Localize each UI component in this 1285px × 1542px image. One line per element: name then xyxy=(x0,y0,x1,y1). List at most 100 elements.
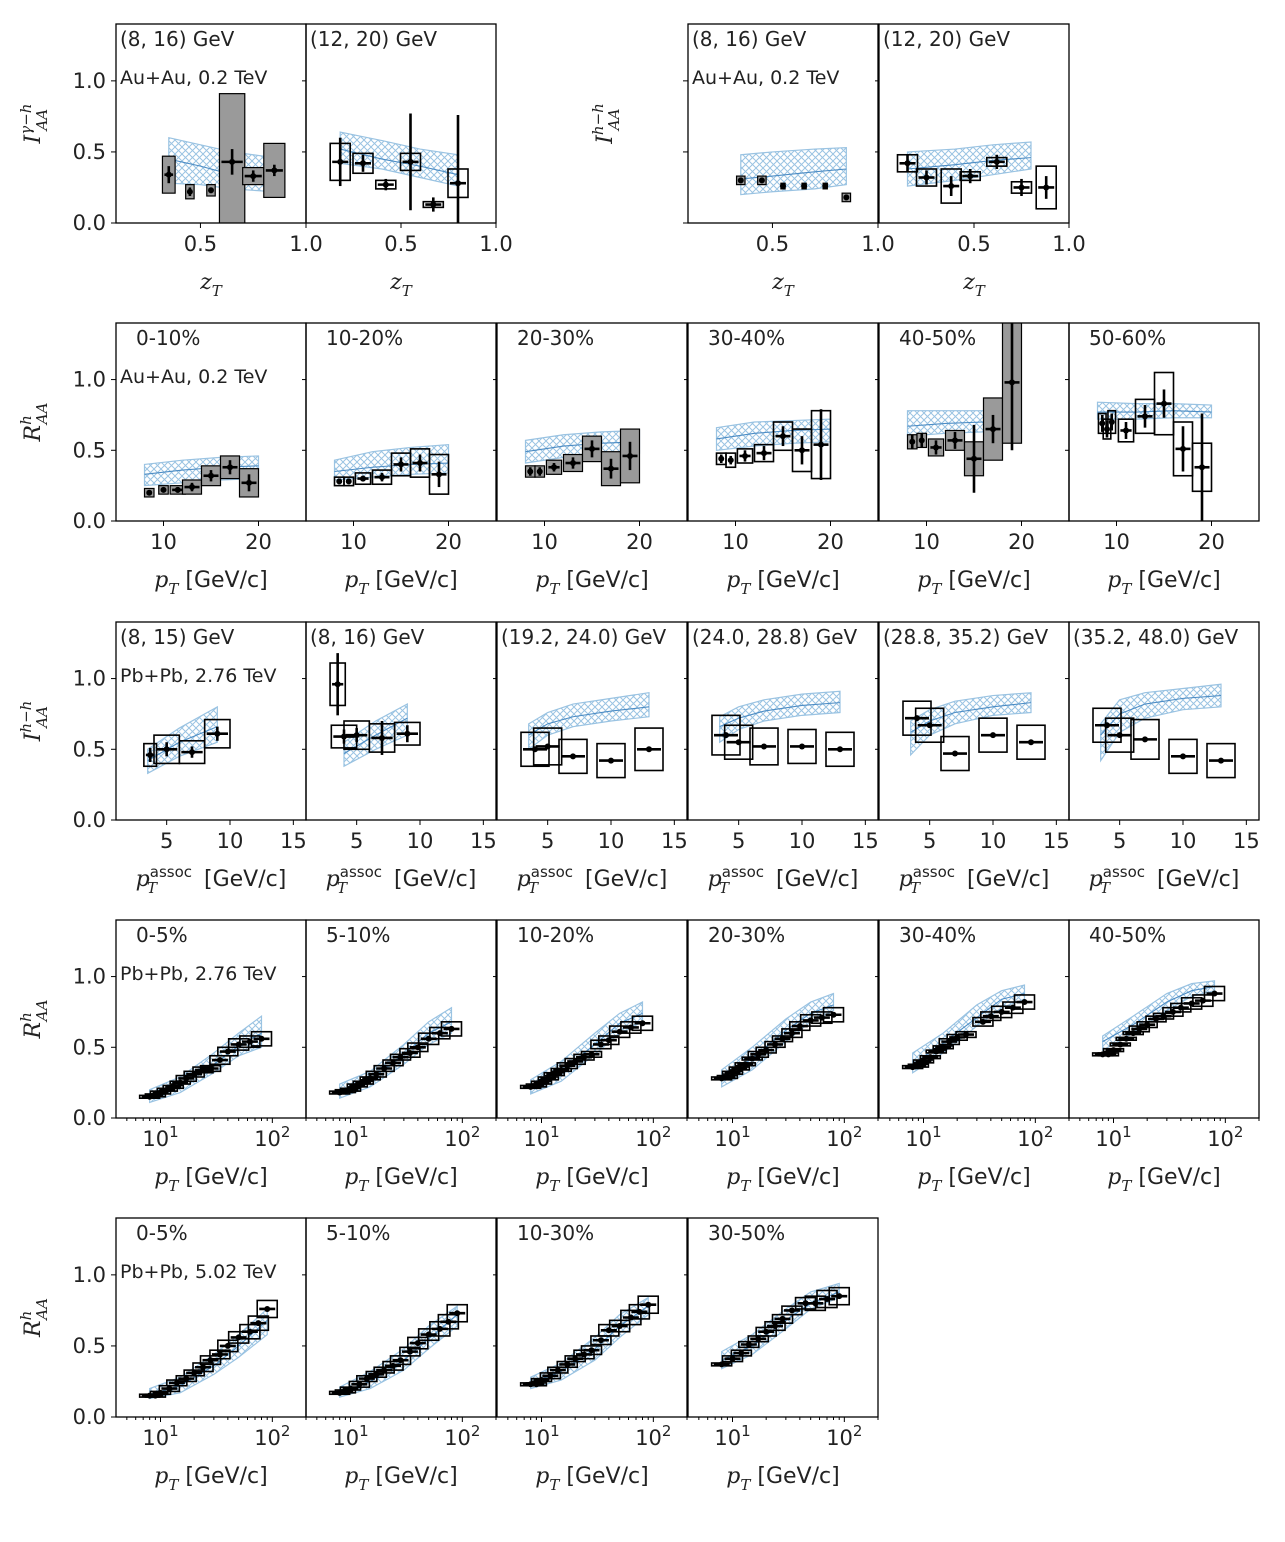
data-point xyxy=(745,1341,752,1348)
data-point xyxy=(588,1347,595,1354)
data-point xyxy=(407,158,414,165)
plot-area xyxy=(902,692,1046,772)
panel-3-1: 101 102 5-10% pT [GeV/c] xyxy=(302,919,497,1195)
data-point xyxy=(608,465,614,472)
x-tick-label: 102 xyxy=(635,1422,671,1450)
theory-line xyxy=(907,157,1032,170)
x-tick-label: 10 xyxy=(598,829,625,853)
panel-frame xyxy=(496,1217,688,1418)
panel-title: 20-30% xyxy=(517,326,594,350)
data-point xyxy=(258,1035,265,1042)
data-point xyxy=(373,1071,380,1078)
plot-area xyxy=(138,1014,273,1104)
x-tick-label: 0.5 xyxy=(756,232,789,256)
x-tick-label: 20 xyxy=(245,530,272,554)
x-tick-label: 0.5 xyxy=(957,232,990,256)
x-tick-label: 101 xyxy=(332,1422,368,1450)
plot-area xyxy=(901,984,1036,1074)
data-point xyxy=(1105,1051,1112,1058)
x-tick-label: 15 xyxy=(852,829,879,853)
data-point xyxy=(818,441,824,448)
sys-error-box xyxy=(634,727,664,772)
x-tick-label: 102 xyxy=(1017,1123,1053,1151)
data-point xyxy=(737,177,744,184)
sys-error-box xyxy=(781,1305,803,1316)
data-point xyxy=(414,1044,421,1051)
x-axis-label: pT [GeV/c] xyxy=(535,1165,648,1195)
data-point xyxy=(923,174,930,181)
x-axis-label: pT [GeV/c] xyxy=(1107,568,1220,598)
data-point xyxy=(147,751,154,758)
data-point xyxy=(952,750,958,757)
sys-error-box xyxy=(990,1005,1013,1019)
data-point xyxy=(430,201,437,208)
panel-1-3: 10 20 30-40% pT [GeV/c] xyxy=(684,322,879,598)
x-tick-label: 20 xyxy=(817,530,844,554)
sys-error-box xyxy=(1153,371,1175,436)
y-tick-label: 0.5 xyxy=(73,140,106,164)
data-point xyxy=(645,1301,652,1308)
data-point xyxy=(345,478,352,485)
panel-2-3: 5 10 15 (24.0, 28.8) GeV passoc T [GeV/c] xyxy=(684,621,879,897)
data-point xyxy=(360,160,366,167)
data-point xyxy=(264,1305,271,1312)
panel-0-0: 0.0 0.5 1.0 0.5 1.0 (8, 16) GeV Au+Au, 0.2 TeV… xyxy=(17,23,323,300)
y-tick-label: 0.0 xyxy=(73,1106,106,1130)
sys-error-box xyxy=(749,727,779,766)
sys-error-box xyxy=(192,1362,214,1373)
plot-area xyxy=(735,147,852,203)
sys-error-box xyxy=(781,1028,803,1039)
x-tick-label: 101 xyxy=(332,1123,368,1151)
x-tick-label: 15 xyxy=(1233,829,1260,853)
data-point xyxy=(909,438,916,445)
data-point xyxy=(208,472,214,479)
panel-note: Pb+Pb, 2.76 TeV xyxy=(120,963,276,985)
plot-area xyxy=(328,1303,469,1398)
x-tick-label: 101 xyxy=(1095,1123,1131,1151)
data-point xyxy=(379,474,385,481)
x-tick-label: 102 xyxy=(826,1123,862,1151)
data-point xyxy=(761,450,767,457)
data-point xyxy=(160,486,167,493)
data-point xyxy=(554,1367,561,1374)
x-tick-label: 20 xyxy=(1198,530,1225,554)
y-tick-label: 0.5 xyxy=(73,1334,106,1358)
plot-area xyxy=(329,113,469,223)
panel-frame xyxy=(305,322,497,522)
panel-4-1: 101 102 5-10% pT [GeV/c] xyxy=(302,1217,497,1494)
panel-2-4: 5 10 15 (28.8, 35.2) GeV passoc T [GeV/c] xyxy=(875,621,1070,897)
panel-title: (8, 15) GeV xyxy=(120,625,235,649)
x-axis-label: passoc T [GeV/c] xyxy=(136,863,287,897)
panel-frame xyxy=(496,621,688,821)
data-point xyxy=(1108,419,1115,425)
data-point xyxy=(227,464,233,471)
sys-error-box xyxy=(407,1336,429,1350)
y-axis-label: RhAA xyxy=(17,402,51,442)
data-point xyxy=(1123,1035,1130,1042)
plot-area xyxy=(519,1295,660,1390)
sys-error-box xyxy=(620,1309,642,1326)
data-point xyxy=(772,1041,779,1048)
data-point xyxy=(608,757,614,764)
sys-error-box xyxy=(816,1289,838,1309)
data-point xyxy=(780,183,786,190)
panel-title: (28.8, 35.2) GeV xyxy=(883,625,1049,649)
x-tick-label: 1.0 xyxy=(479,232,512,256)
panel-title: 40-50% xyxy=(899,326,976,350)
plot-area xyxy=(328,1006,463,1100)
data-point xyxy=(758,177,765,184)
panel-title: (12, 20) GeV xyxy=(883,27,1010,51)
x-tick-label: 5 xyxy=(350,829,363,853)
theory-band xyxy=(339,131,459,187)
x-tick-label: 5 xyxy=(541,829,554,853)
data-point xyxy=(830,1011,837,1018)
data-point xyxy=(918,437,925,444)
data-point xyxy=(1161,400,1167,407)
panel-0-4: 0.5 1.0 (12, 20) GeV zT xyxy=(875,23,1086,300)
data-point xyxy=(547,1372,554,1379)
x-axis-label: pT [GeV/c] xyxy=(154,568,267,598)
data-point xyxy=(993,158,1000,165)
data-point xyxy=(915,1062,922,1069)
data-point xyxy=(836,1293,843,1300)
data-point xyxy=(189,749,195,756)
